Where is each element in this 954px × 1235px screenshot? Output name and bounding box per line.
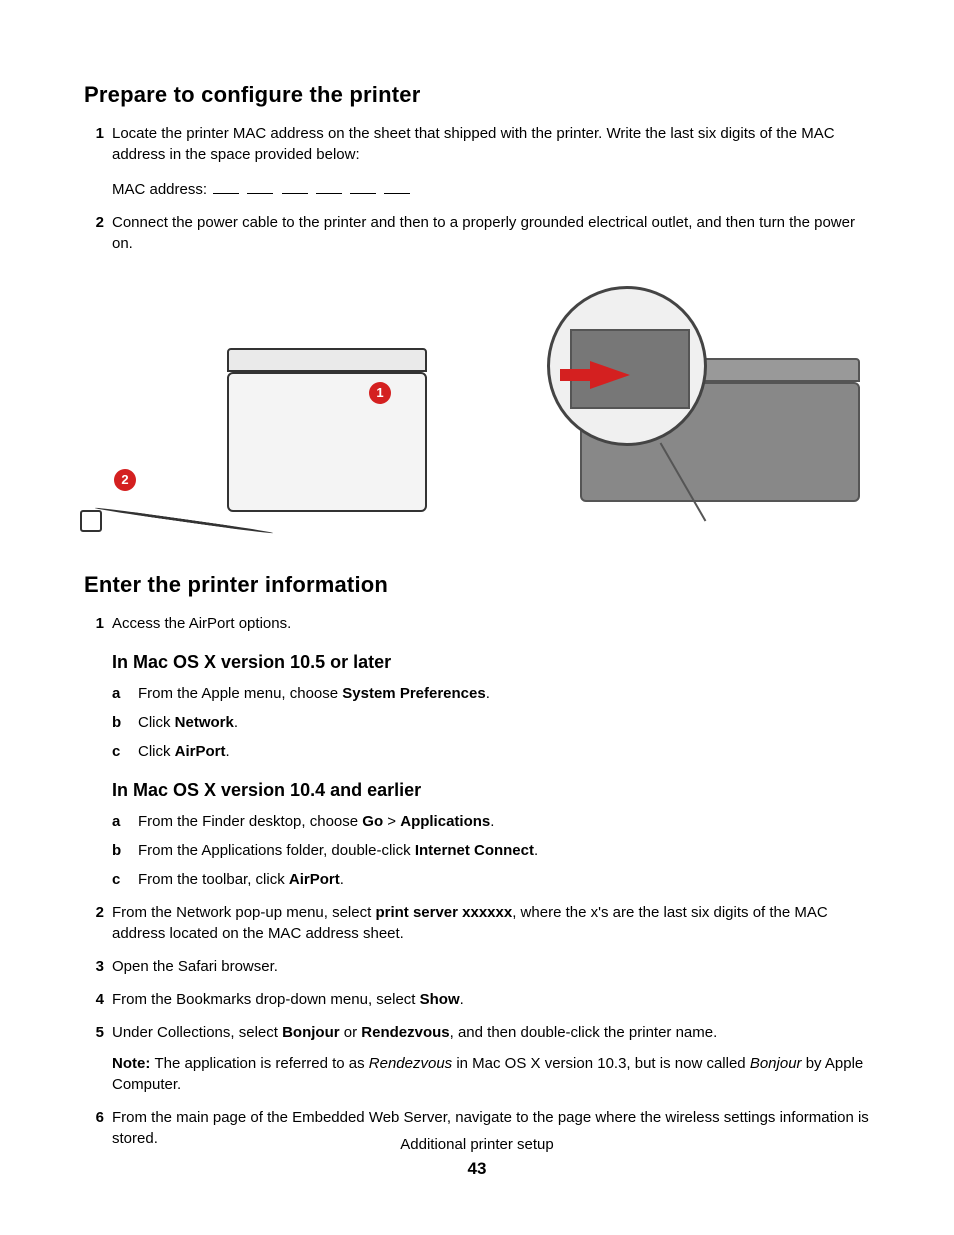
substep-text: From the Apple menu, choose System Prefe… xyxy=(138,685,490,702)
callout-badge-2: 2 xyxy=(114,469,136,491)
footer-page-number: 43 xyxy=(0,1157,954,1181)
prepare-step-2: 2 Connect the power cable to the printer… xyxy=(84,212,870,542)
step-number: 4 xyxy=(84,989,104,1010)
note-label: Note: xyxy=(112,1055,155,1072)
substep-text: From the Finder desktop, choose Go > App… xyxy=(138,813,494,830)
step-number: 5 xyxy=(84,1022,104,1043)
substep-a: a From the Apple menu, choose System Pre… xyxy=(112,683,870,704)
step-text: Open the Safari browser. xyxy=(112,958,278,975)
heading-prepare: Prepare to configure the printer xyxy=(84,80,870,111)
step-number: 1 xyxy=(84,613,104,634)
substep-c: c Click AirPort. xyxy=(112,741,870,762)
mac-blank xyxy=(350,180,376,194)
substep-b: b From the Applications folder, double-c… xyxy=(112,840,870,861)
enter-step-4: 4 From the Bookmarks drop-down menu, sel… xyxy=(84,989,870,1010)
outlet-illustration xyxy=(80,510,102,532)
step-text: Access the AirPort options. xyxy=(112,615,291,632)
printer-illustration xyxy=(227,348,427,372)
substep-letter: a xyxy=(112,811,130,832)
printer-illustration xyxy=(227,372,427,512)
heading-enter-info: Enter the printer information xyxy=(84,570,870,601)
figure-power-cable: 1 2 xyxy=(84,282,457,542)
arrow-icon xyxy=(590,361,630,389)
mac-blank xyxy=(213,180,239,194)
page-footer: Additional printer setup 43 xyxy=(0,1134,954,1181)
mac-blank xyxy=(316,180,342,194)
substep-b: b Click Network. xyxy=(112,712,870,733)
enter-step-5: 5 Under Collections, select Bonjour or R… xyxy=(84,1022,870,1095)
substep-text: From the Applications folder, double-cli… xyxy=(138,842,538,859)
note-block: Note: The application is referred to as … xyxy=(112,1053,870,1095)
substep-text: From the toolbar, click AirPort. xyxy=(138,871,344,888)
substep-letter: b xyxy=(112,840,130,861)
step-number: 6 xyxy=(84,1107,104,1128)
step-number: 1 xyxy=(84,123,104,144)
substep-letter: c xyxy=(112,741,130,762)
step-text: From the Bookmarks drop-down menu, selec… xyxy=(112,991,464,1008)
figure-row: 1 2 xyxy=(84,282,870,542)
mac-blank xyxy=(282,180,308,194)
mac-label: MAC address: xyxy=(112,181,207,198)
substep-text: Click AirPort. xyxy=(138,743,230,760)
mac-blank xyxy=(384,180,410,194)
subheading-macos-105: In Mac OS X version 10.5 or later xyxy=(112,650,870,675)
substep-text: Click Network. xyxy=(138,714,238,731)
prepare-step-1: 1 Locate the printer MAC address on the … xyxy=(84,123,870,200)
substep-a: a From the Finder desktop, choose Go > A… xyxy=(112,811,870,832)
figure-power-button xyxy=(497,282,870,542)
step-text: From the Network pop-up menu, select pri… xyxy=(112,904,828,942)
substep-letter: b xyxy=(112,712,130,733)
footer-section-title: Additional printer setup xyxy=(0,1134,954,1155)
enter-step-1: 1 Access the AirPort options. In Mac OS … xyxy=(84,613,870,890)
mac-address-line: MAC address: xyxy=(112,179,870,200)
step-text: Connect the power cable to the printer a… xyxy=(112,214,855,252)
step-text: Under Collections, select Bonjour or Ren… xyxy=(112,1024,717,1041)
step-number: 2 xyxy=(84,212,104,233)
substep-c: c From the toolbar, click AirPort. xyxy=(112,869,870,890)
callout-badge-1: 1 xyxy=(369,382,391,404)
substep-letter: a xyxy=(112,683,130,704)
substep-letter: c xyxy=(112,869,130,890)
step-text: Locate the printer MAC address on the sh… xyxy=(112,125,835,163)
subheading-macos-104: In Mac OS X version 10.4 and earlier xyxy=(112,778,870,803)
enter-step-2: 2 From the Network pop-up menu, select p… xyxy=(84,902,870,944)
step-number: 3 xyxy=(84,956,104,977)
mac-blank xyxy=(247,180,273,194)
zoom-circle xyxy=(547,286,707,446)
step-number: 2 xyxy=(84,902,104,923)
enter-step-3: 3 Open the Safari browser. xyxy=(84,956,870,977)
